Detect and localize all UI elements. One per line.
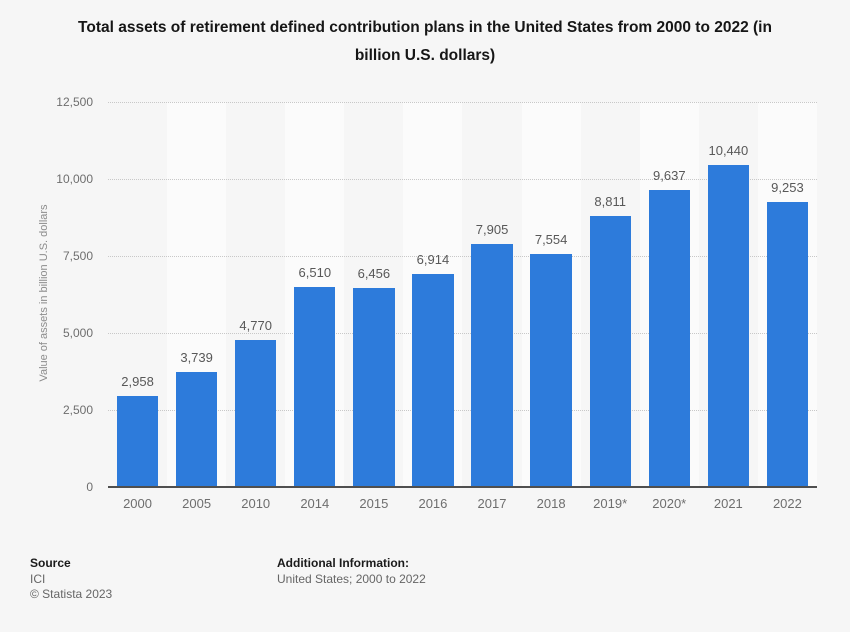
bar-column: 9,253 — [757, 102, 817, 487]
x-tick-label: 2017 — [477, 496, 507, 511]
bar-column: 9,637 — [639, 102, 699, 487]
x-tick-label: 2015 — [359, 496, 389, 511]
x-tick-label: 2018 — [536, 496, 566, 511]
bar — [412, 274, 454, 487]
bar-value-label: 8,811 — [594, 193, 626, 209]
x-tick-label: 2005 — [182, 496, 212, 511]
bar-column: 8,811 — [581, 102, 640, 487]
source-name: ICI — [30, 571, 46, 586]
x-tick-label: 2019* — [593, 496, 628, 511]
bar-value-label: 6,510 — [298, 264, 332, 280]
gridline — [108, 410, 817, 411]
bar-column: 6,456 — [344, 102, 403, 487]
bar — [235, 340, 277, 487]
x-tick-label: 2014 — [300, 496, 330, 511]
x-axis-line — [108, 486, 817, 488]
bar-column: 7,905 — [463, 102, 522, 487]
bar-value-label: 6,914 — [416, 252, 450, 268]
y-tick-label: 12,500 — [56, 95, 93, 109]
y-tick-label: 10,000 — [56, 172, 93, 186]
bar-column: 10,440 — [699, 102, 758, 487]
bar-value-label: 3,739 — [180, 349, 213, 365]
bar — [530, 254, 572, 487]
source-label: Source — [30, 556, 71, 570]
bar — [589, 215, 631, 487]
bar — [353, 288, 395, 487]
bar — [175, 371, 218, 487]
bar-value-label: 10,440 — [708, 143, 749, 159]
bar-column: 6,914 — [403, 102, 463, 487]
additional-info-value: United States; 2000 to 2022 — [277, 571, 426, 586]
x-axis-ticks: 2000 2005 2010 2014 2015 2016 2017 2018 2019* 202… — [108, 496, 817, 516]
bar — [116, 395, 159, 487]
y-tick-label: 0 — [86, 480, 93, 494]
gridline — [108, 179, 817, 180]
y-tick-label: 7,500 — [62, 249, 93, 263]
bar-value-label: 9,637 — [653, 168, 686, 184]
bar — [766, 202, 809, 487]
bar-value-label: 7,905 — [475, 221, 509, 237]
gridline — [108, 256, 817, 257]
bar-value-label: 4,770 — [239, 318, 272, 334]
bar — [294, 286, 336, 487]
bar — [648, 190, 690, 487]
bar-value-label: 7,554 — [534, 232, 568, 248]
bar-column: 7,554 — [521, 102, 581, 487]
bar-column: 3,739 — [167, 102, 227, 487]
x-tick-label: 2022 — [772, 496, 802, 511]
additional-info-block: Additional Information: United States; 2… — [277, 556, 426, 587]
plot-area: 2,958 3,739 4,770 6,510 6,456 6,914 7,905 7,554… — [108, 102, 817, 487]
copyright: © Statista 2023 — [30, 587, 113, 601]
bar-column: 6,510 — [285, 102, 345, 487]
additional-info-label: Additional Information: — [277, 556, 409, 570]
bar-value-label: 2,958 — [121, 373, 154, 389]
x-tick-label: 2021 — [713, 496, 743, 511]
y-tick-label: 5,000 — [62, 326, 93, 340]
bar-value-label: 9,253 — [771, 180, 804, 196]
bar-value-label: 6,456 — [357, 266, 391, 282]
y-tick-label: 2,500 — [62, 403, 93, 417]
bar-column: 4,770 — [226, 102, 285, 487]
bar — [471, 243, 513, 487]
chart-title: Total assets of retirement defined contr… — [78, 19, 772, 64]
y-axis-ticks: 0 2,500 5,000 7,500 10,000 12,500 — [0, 95, 93, 494]
x-tick-label: 2020* — [652, 496, 687, 511]
gridline — [108, 333, 817, 334]
x-tick-label: 2000 — [123, 496, 152, 511]
x-tick-label: 2016 — [418, 496, 448, 511]
source-block: Source ICI © Statista 2023 — [30, 556, 112, 603]
x-tick-label: 2010 — [241, 496, 271, 511]
bar — [707, 165, 750, 487]
gridline — [108, 102, 817, 103]
bar-column: 2,958 — [108, 102, 167, 487]
